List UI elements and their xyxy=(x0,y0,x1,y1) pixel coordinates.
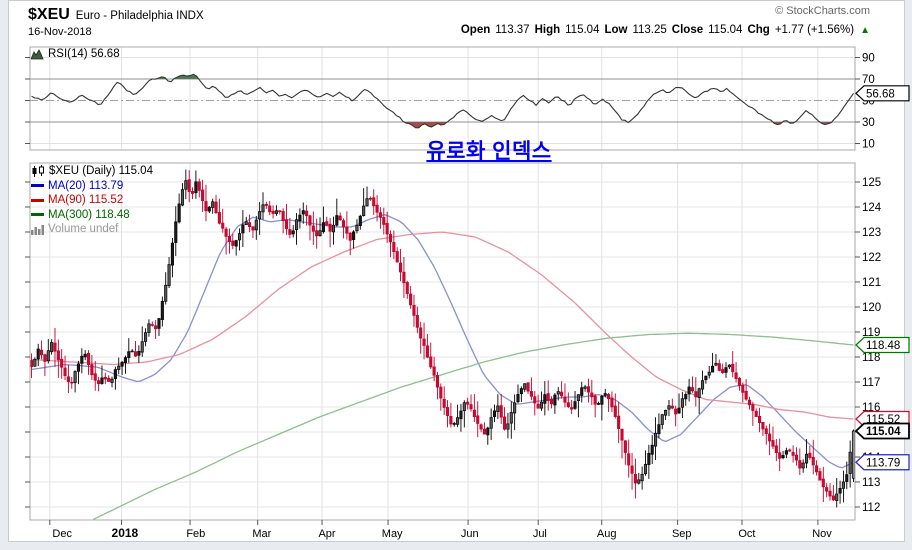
price-tick-label: 121 xyxy=(862,277,881,289)
axis-ticks xyxy=(25,57,860,525)
candlestick-series xyxy=(29,169,856,508)
low-value: 113.25 xyxy=(632,24,667,36)
high-value: 115.04 xyxy=(565,24,600,36)
price-tick-label: 123 xyxy=(862,227,881,239)
open-value: 113.37 xyxy=(495,24,530,36)
ma300-dash-icon xyxy=(31,213,44,217)
chart-header: $XEU Euro - Philadelphia INDX xyxy=(28,6,204,24)
rsi-tick-label: 30 xyxy=(862,117,875,129)
month-label: Jun xyxy=(461,528,479,540)
rsi-tick-label: 90 xyxy=(862,53,875,65)
candlestick-icon xyxy=(32,164,44,177)
month-label: 2018 xyxy=(112,526,139,540)
close-value: 115.04 xyxy=(708,24,743,36)
rsi-value-callout-text: 56.68 xyxy=(866,88,895,100)
month-label: May xyxy=(382,528,403,540)
month-label: Nov xyxy=(812,528,832,540)
price-tick-label: 124 xyxy=(862,202,882,214)
price-tick-label: 120 xyxy=(862,302,881,314)
ma20-line xyxy=(31,214,854,469)
up-arrow-icon: ▲ xyxy=(860,24,870,36)
month-label: Jul xyxy=(533,528,547,540)
chart-date: 16-Nov-2018 xyxy=(28,26,92,38)
price-tick-label: 112 xyxy=(862,502,880,514)
price-callout-115.04-text: 115.04 xyxy=(866,426,901,438)
legend-item-volume: Volume undef xyxy=(31,222,153,237)
rsi-oversold-fill xyxy=(31,122,854,128)
price-tick-label: 119 xyxy=(862,327,880,339)
month-label: Mar xyxy=(252,528,271,540)
high-label: High xyxy=(534,24,561,36)
rsi-overbought-fill xyxy=(31,74,854,79)
copyright: © StockCharts.com xyxy=(775,5,870,17)
panel-frames xyxy=(29,46,856,521)
rsi-tick-label: 70 xyxy=(862,74,875,86)
legend-item-symbol: $XEU (Daily) 115.04 xyxy=(31,164,153,179)
symbol-description: Euro - Philadelphia INDX xyxy=(75,10,204,22)
legend-item-ma300: MA(300) 118.48 xyxy=(31,208,153,223)
price-tick-label: 122 xyxy=(862,252,881,264)
ma300-line xyxy=(92,332,854,521)
rsi-legend: RSI(14) 56.68 xyxy=(31,48,120,60)
rsi-tick-label: 10 xyxy=(862,139,875,151)
legend-ma90-label: MA(90) 115.52 xyxy=(48,194,124,207)
open-label: Open xyxy=(460,24,491,36)
chg-value: +1.77 (+1.56%) xyxy=(774,24,855,36)
legend-ma20-label: MA(20) 113.79 xyxy=(48,179,124,192)
ma20-dash-icon xyxy=(31,184,44,188)
rsi-legend-label: RSI(14) 56.68 xyxy=(48,48,120,60)
price-tick-label: 117 xyxy=(862,377,880,389)
legend-ma300-label: MA(300) 118.48 xyxy=(48,208,130,221)
volume-bars-icon xyxy=(31,224,44,235)
rsi-line xyxy=(31,73,854,129)
annotation-title: 유로화 인덱스 xyxy=(426,140,552,163)
legend-volume-label: Volume undef xyxy=(48,223,119,236)
ma90-line xyxy=(31,231,854,420)
price-legend: $XEU (Daily) 115.04 MA(20) 113.79 MA(90)… xyxy=(31,164,153,237)
price-callout-118.48-text: 118.48 xyxy=(866,340,900,352)
low-label: Low xyxy=(604,24,628,36)
legend-item-ma90: MA(90) 115.52 xyxy=(31,193,153,208)
ma90-dash-icon xyxy=(31,198,44,202)
legend-item-ma20: MA(20) 113.79 xyxy=(31,179,153,194)
moving-averages xyxy=(31,214,854,521)
rsi-plot xyxy=(31,73,854,129)
area-chart-icon xyxy=(31,48,44,59)
price-tick-label: 113 xyxy=(862,477,880,489)
month-label: Apr xyxy=(318,528,335,540)
chg-label: Chg xyxy=(747,24,770,36)
price-tick-label: 118 xyxy=(862,352,880,364)
legend-symbol-label: $XEU (Daily) 115.04 xyxy=(49,165,153,178)
month-label: Aug xyxy=(597,528,617,540)
month-label: Oct xyxy=(738,528,755,540)
quote-bar: Open 113.37 High 115.04 Low 113.25 Close… xyxy=(461,24,870,36)
month-label: Dec xyxy=(52,528,72,540)
price-axis-labels: 1121131141151161171181191201211221231241… xyxy=(862,177,882,514)
price-callout-113.79-text: 113.79 xyxy=(866,457,900,469)
x-axis-labels: Dec 2018 Feb Mar Apr May Jun Jul Aug Sep Oct Nov xyxy=(52,526,832,540)
price-tick-label: 125 xyxy=(862,177,881,189)
month-label: Feb xyxy=(186,528,205,540)
close-label: Close xyxy=(671,24,704,36)
chart-card xyxy=(8,0,905,542)
symbol: $XEU xyxy=(28,6,70,23)
month-label: Sep xyxy=(672,528,692,540)
